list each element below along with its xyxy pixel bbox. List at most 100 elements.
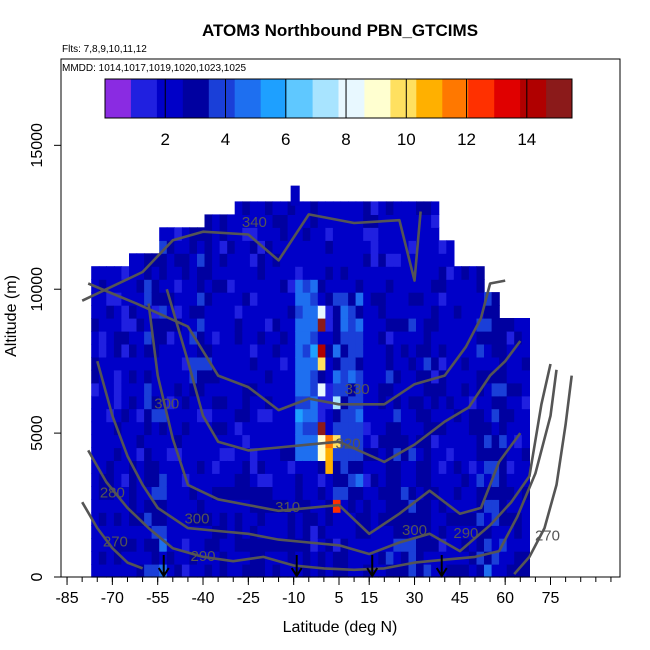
heatmap-cell bbox=[393, 331, 402, 345]
heatmap-cell bbox=[129, 305, 138, 319]
heatmap-cell bbox=[461, 331, 470, 345]
heatmap-cell bbox=[385, 499, 394, 513]
heatmap-cell bbox=[340, 240, 349, 254]
heatmap-cell bbox=[423, 460, 432, 474]
heatmap-cell bbox=[431, 512, 440, 526]
heatmap-cell bbox=[416, 525, 425, 539]
heatmap-cell bbox=[265, 318, 274, 332]
heatmap-cell bbox=[91, 356, 100, 371]
heatmap-cell bbox=[227, 266, 236, 280]
heatmap-cell bbox=[355, 240, 364, 254]
heatmap-cell bbox=[287, 331, 296, 345]
heatmap-cell bbox=[227, 253, 236, 267]
heatmap-cell bbox=[151, 525, 160, 539]
heatmap-cell bbox=[310, 369, 319, 384]
heatmap-cell bbox=[491, 343, 500, 358]
heatmap-cell bbox=[204, 473, 213, 487]
isentrope-label: 270 bbox=[103, 533, 128, 550]
heatmap-cell bbox=[98, 279, 107, 293]
heatmap-cell bbox=[242, 214, 251, 228]
heatmap-cell bbox=[189, 266, 198, 280]
heatmap-cell bbox=[468, 369, 478, 384]
heatmap-cell bbox=[113, 551, 123, 565]
heatmap-cell bbox=[325, 486, 334, 500]
heatmap-cell bbox=[91, 447, 100, 461]
heatmap-cell bbox=[174, 512, 183, 526]
heatmap-cell bbox=[317, 227, 326, 241]
heatmap-cell bbox=[363, 201, 372, 215]
heatmap bbox=[91, 185, 530, 578]
heatmap-cell bbox=[174, 434, 183, 449]
heatmap-cell bbox=[521, 525, 530, 539]
heatmap-cell bbox=[491, 331, 500, 345]
heatmap-cell bbox=[234, 473, 243, 487]
heatmap-cell bbox=[166, 240, 175, 254]
heatmap-cell bbox=[242, 551, 251, 565]
heatmap-cell bbox=[400, 369, 410, 384]
heatmap-cell bbox=[265, 382, 274, 397]
colorbar-segment bbox=[364, 79, 391, 118]
heatmap-cell bbox=[491, 369, 500, 384]
heatmap-cell bbox=[272, 279, 281, 293]
heatmap-cell bbox=[355, 305, 364, 319]
heatmap-cell bbox=[423, 240, 432, 254]
heatmap-cell bbox=[189, 499, 198, 513]
heatmap-cell bbox=[461, 266, 470, 280]
y-tick-label: 15000 bbox=[29, 123, 46, 168]
heatmap-cell bbox=[302, 382, 311, 397]
heatmap-cell bbox=[355, 356, 364, 371]
heatmap-cell bbox=[355, 486, 364, 500]
heatmap-cell bbox=[113, 318, 123, 332]
heatmap-cell bbox=[521, 408, 530, 423]
heatmap-cell bbox=[461, 460, 470, 474]
heatmap-cell bbox=[514, 395, 523, 410]
heatmap-cell bbox=[416, 499, 425, 513]
heatmap-cell bbox=[363, 305, 372, 319]
heatmap-cell bbox=[423, 395, 432, 410]
heatmap-cell bbox=[514, 331, 523, 345]
heatmap-cell bbox=[257, 564, 266, 578]
heatmap-cell bbox=[302, 538, 311, 552]
heatmap-cell bbox=[332, 564, 342, 578]
heatmap-cell bbox=[219, 499, 228, 513]
heatmap-cell bbox=[227, 447, 236, 461]
heatmap-cell bbox=[91, 408, 100, 423]
heatmap-cell bbox=[174, 305, 183, 319]
x-tick-label: 60 bbox=[496, 590, 514, 607]
heatmap-cell bbox=[295, 538, 304, 552]
heatmap-cell bbox=[431, 279, 440, 293]
heatmap-cell bbox=[121, 434, 130, 449]
heatmap-cell bbox=[310, 395, 319, 410]
heatmap-cell bbox=[227, 292, 236, 306]
isentrope-line bbox=[87, 369, 558, 572]
heatmap-cell bbox=[378, 369, 387, 384]
heatmap-cell bbox=[234, 460, 243, 474]
heatmap-cell bbox=[257, 499, 266, 513]
heatmap-cell bbox=[461, 305, 470, 319]
heatmap-cell bbox=[521, 447, 530, 461]
heatmap-cell bbox=[280, 201, 289, 215]
heatmap-cell bbox=[506, 343, 515, 358]
heatmap-cell bbox=[204, 564, 213, 578]
heatmap-cell bbox=[295, 253, 304, 267]
heatmap-cell bbox=[370, 305, 379, 319]
heatmap-cell bbox=[302, 434, 311, 449]
heatmap-cell bbox=[506, 538, 515, 552]
heatmap-cell bbox=[438, 525, 447, 539]
heatmap-cell bbox=[219, 447, 228, 461]
heatmap-cell bbox=[295, 305, 304, 319]
heatmap-cell bbox=[514, 460, 523, 474]
heatmap-cell bbox=[317, 473, 326, 487]
heatmap-cell bbox=[280, 331, 289, 345]
heatmap-cell bbox=[393, 201, 402, 215]
heatmap-cell bbox=[151, 408, 160, 423]
heatmap-cell bbox=[174, 356, 183, 371]
heatmap-cell bbox=[249, 214, 259, 228]
heatmap-cell bbox=[212, 408, 221, 423]
heatmap-cell bbox=[491, 447, 500, 461]
heatmap-cell bbox=[408, 434, 417, 449]
heatmap-cell bbox=[136, 356, 145, 371]
heatmap-cell bbox=[340, 369, 349, 384]
heatmap-cell bbox=[166, 447, 175, 461]
heatmap-cell bbox=[295, 473, 304, 487]
